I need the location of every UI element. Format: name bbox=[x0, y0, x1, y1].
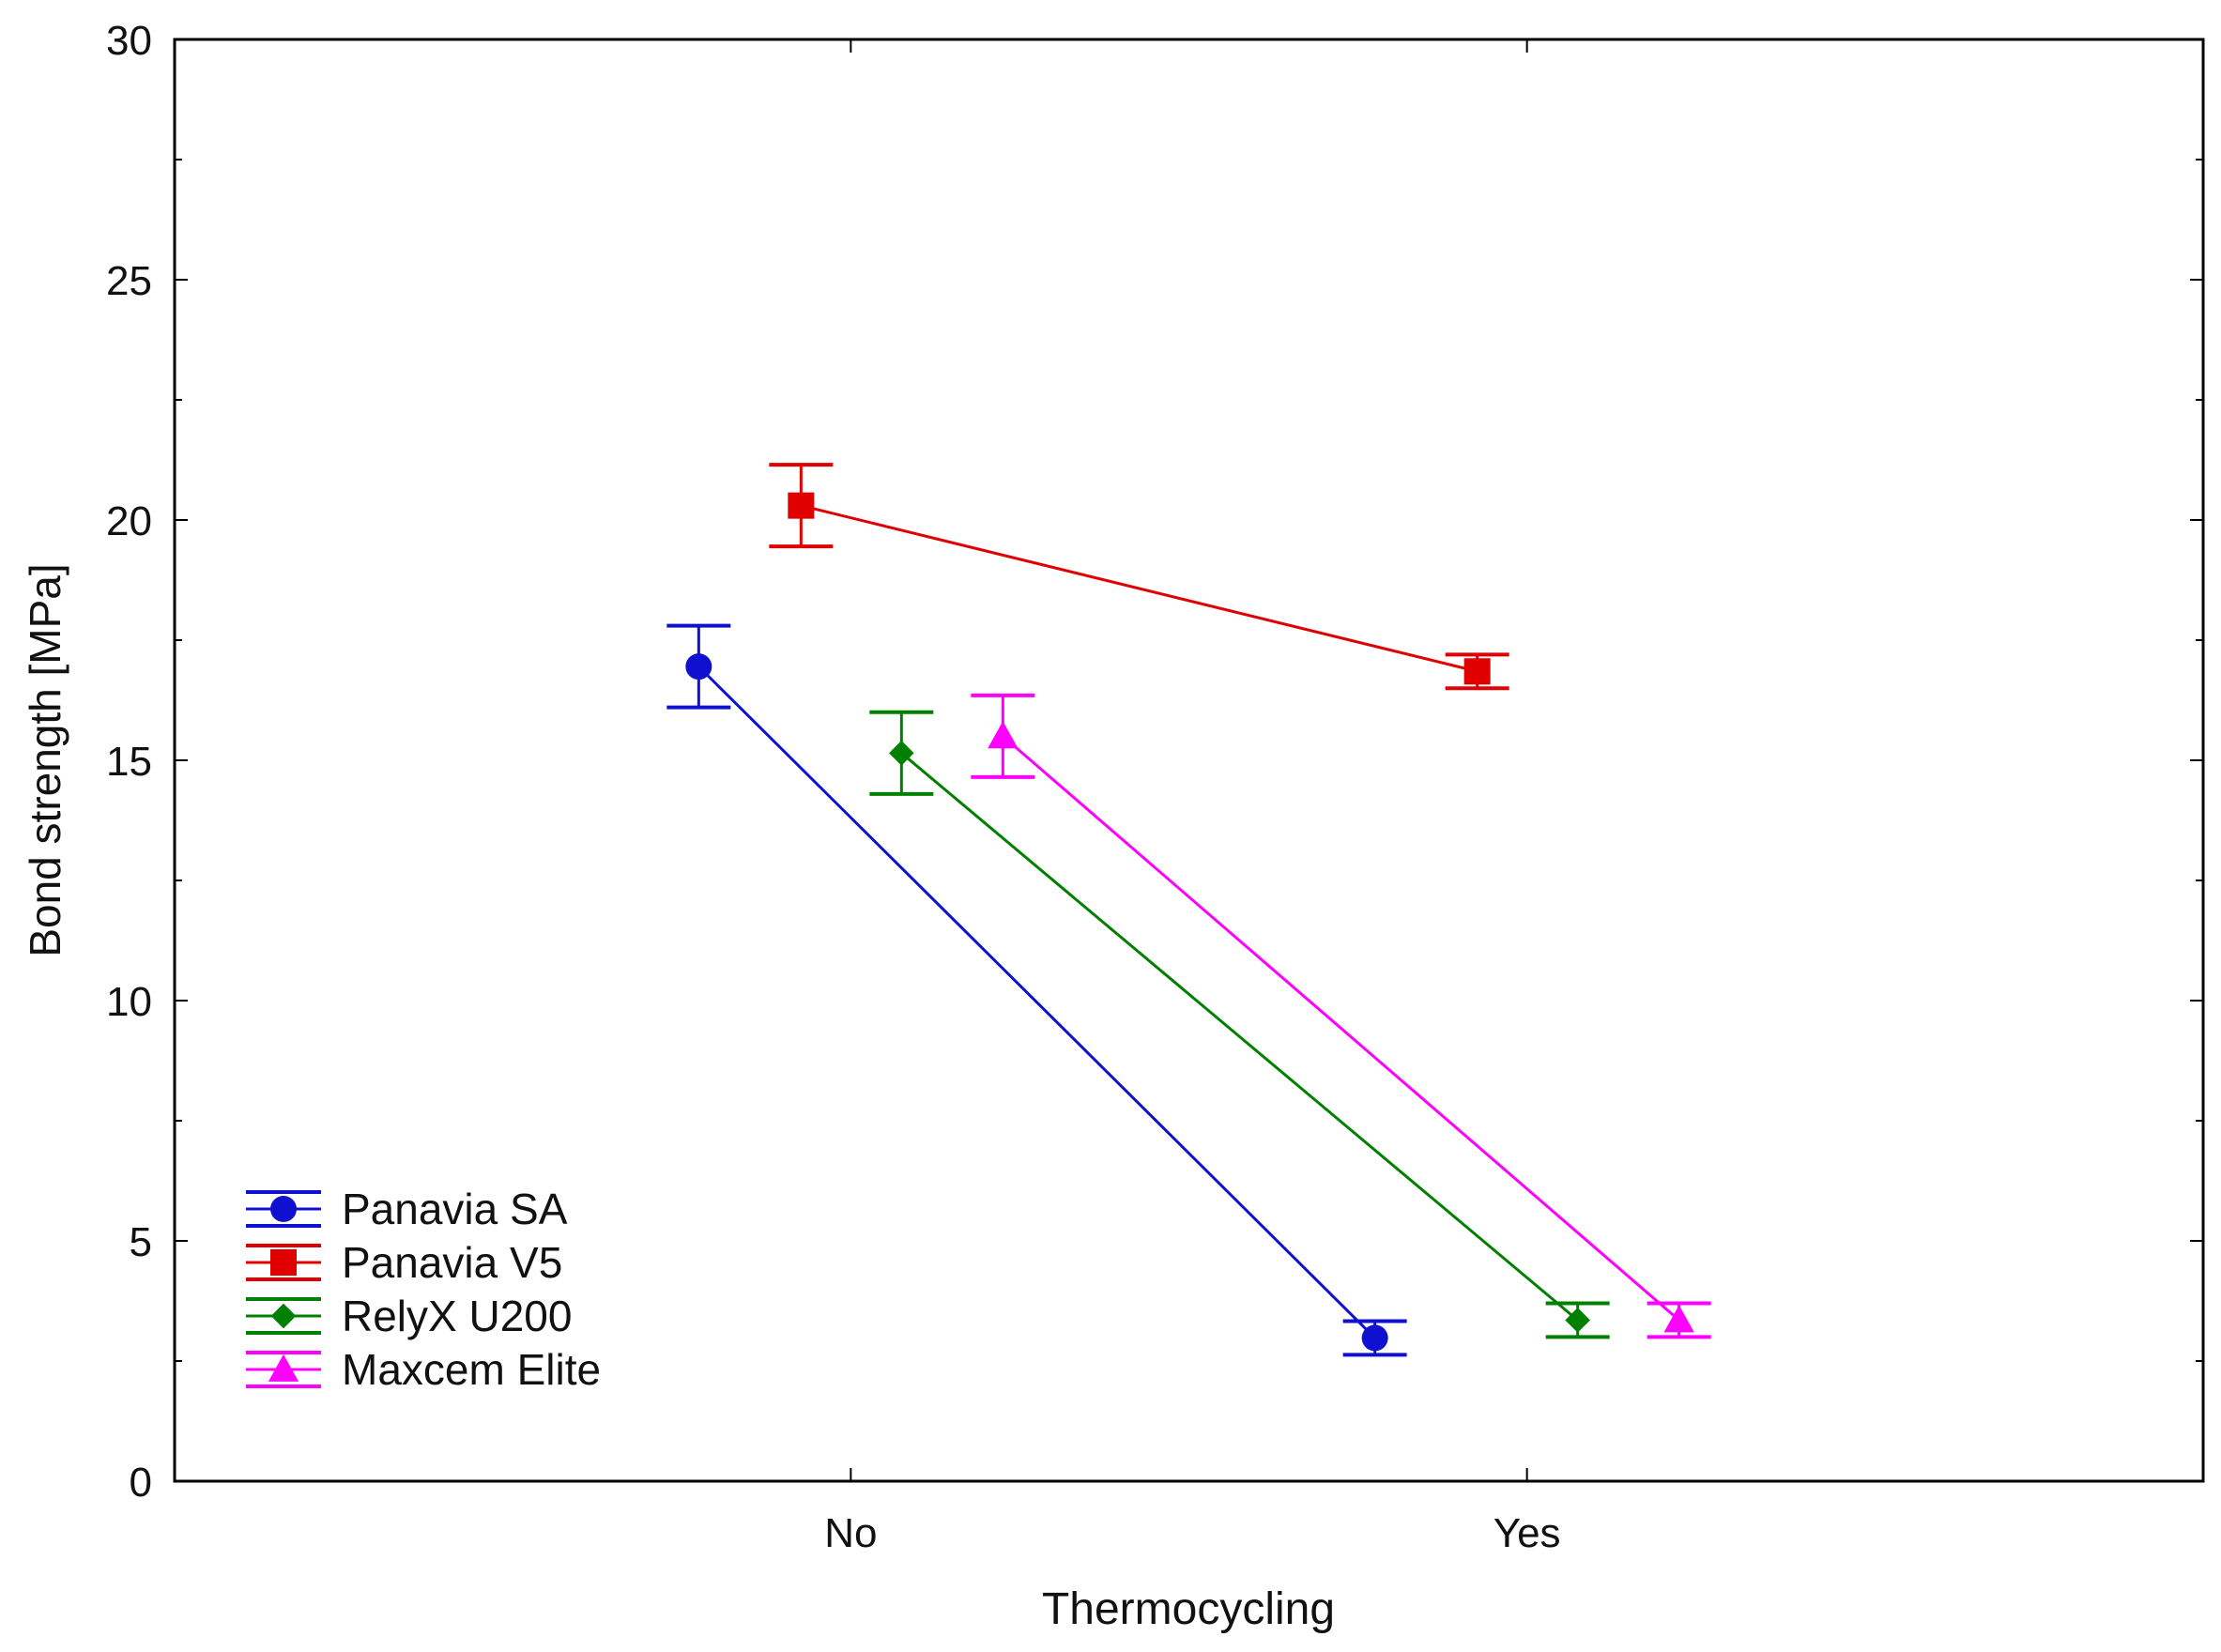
series-relyx-u200 bbox=[869, 710, 1610, 1339]
data-point bbox=[788, 492, 815, 519]
legend-item: Maxcem Elite bbox=[246, 1345, 601, 1394]
y-tick-label: 30 bbox=[106, 18, 152, 64]
data-point bbox=[1663, 1305, 1694, 1333]
y-tick-label: 10 bbox=[106, 979, 152, 1025]
y-tick-label: 15 bbox=[106, 739, 152, 785]
legend-marker bbox=[268, 1354, 299, 1382]
data-point bbox=[1565, 1308, 1590, 1333]
legend: Panavia SA Panavia V5 RelyX U200 Maxcem Eli… bbox=[246, 1185, 601, 1394]
y-tick-label: 0 bbox=[130, 1460, 152, 1506]
legend-label: Panavia SA bbox=[342, 1185, 568, 1233]
legend-label: RelyX U200 bbox=[342, 1292, 572, 1340]
series-line bbox=[697, 665, 1376, 1339]
y-axis: 0 5 10 15 20 25 30 bbox=[106, 18, 2203, 1506]
data-point bbox=[1361, 1324, 1388, 1352]
data-point bbox=[1463, 658, 1491, 685]
series-line bbox=[800, 504, 1478, 673]
data-point bbox=[889, 741, 914, 766]
series-line bbox=[1002, 735, 1680, 1322]
series-panavia-v5 bbox=[769, 463, 1509, 691]
x-tick-label: Yes bbox=[1493, 1510, 1561, 1556]
x-axis: No Yes bbox=[824, 39, 1561, 1556]
legend-item: Panavia SA bbox=[246, 1185, 568, 1233]
data-series bbox=[666, 463, 1711, 1357]
series-line bbox=[900, 752, 1579, 1322]
legend-marker bbox=[270, 1196, 297, 1222]
series-panavia-sa bbox=[666, 623, 1407, 1357]
legend-label: Maxcem Elite bbox=[342, 1345, 601, 1394]
data-point bbox=[988, 721, 1019, 749]
x-axis-title: Thermocycling bbox=[1042, 1584, 1335, 1634]
y-tick-label: 5 bbox=[130, 1219, 152, 1265]
legend-marker bbox=[270, 1303, 297, 1329]
x-tick-label: No bbox=[824, 1510, 877, 1556]
legend-item: Panavia V5 bbox=[246, 1238, 562, 1287]
data-point bbox=[685, 653, 712, 681]
series-maxcem-elite bbox=[971, 693, 1711, 1339]
y-tick-label: 25 bbox=[106, 258, 152, 304]
legend-marker bbox=[270, 1249, 297, 1276]
legend-item: RelyX U200 bbox=[246, 1292, 572, 1340]
legend-label: Panavia V5 bbox=[342, 1238, 562, 1287]
y-tick-label: 20 bbox=[106, 498, 152, 544]
y-axis-title: Bond strength [MPa] bbox=[21, 563, 69, 956]
